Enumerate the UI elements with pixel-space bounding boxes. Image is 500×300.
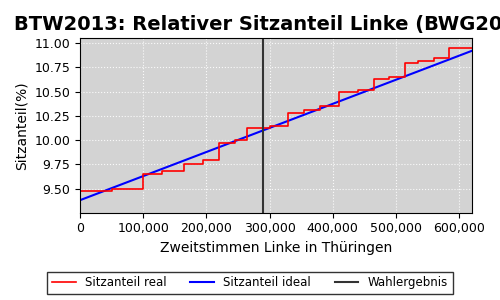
Title: BTW2013: Relativer Sitzanteil Linke (BWG2008): BTW2013: Relativer Sitzanteil Linke (BWG… <box>14 15 500 34</box>
Sitzanteil real <box>446 46 452 50</box>
Sitzanteil real <box>415 59 421 62</box>
Sitzanteil real <box>266 127 272 130</box>
Sitzanteil real <box>216 159 222 162</box>
Sitzanteil real <box>286 111 292 115</box>
Sitzanteil real <box>266 124 272 127</box>
Sitzanteil ideal <box>407 73 413 76</box>
Sitzanteil real <box>232 141 238 145</box>
Sitzanteil real <box>302 111 308 115</box>
Sitzanteil real <box>386 77 392 81</box>
Sitzanteil real <box>462 46 468 50</box>
Line: Sitzanteil real: Sitzanteil real <box>80 48 471 191</box>
Sitzanteil real <box>159 169 165 173</box>
Sitzanteil real <box>446 56 452 59</box>
Sitzanteil real <box>370 88 376 92</box>
Sitzanteil real <box>415 61 421 64</box>
Sitzanteil real <box>430 56 436 59</box>
Sitzanteil real <box>430 59 436 62</box>
Sitzanteil ideal <box>309 110 315 114</box>
Sitzanteil real <box>108 187 114 190</box>
Sitzanteil ideal <box>78 198 84 201</box>
Sitzanteil real <box>468 46 474 50</box>
Sitzanteil real <box>402 75 408 79</box>
Sitzanteil real <box>77 190 83 193</box>
Sitzanteil real <box>182 163 188 166</box>
Sitzanteil ideal <box>316 107 322 111</box>
Sitzanteil real <box>140 187 146 190</box>
Sitzanteil real <box>336 90 342 93</box>
Sitzanteil ideal <box>310 110 316 113</box>
Sitzanteil real <box>462 46 468 50</box>
Sitzanteil real <box>216 141 222 145</box>
Sitzanteil real <box>244 127 250 130</box>
Sitzanteil real <box>317 104 323 108</box>
Sitzanteil real <box>200 159 206 162</box>
Legend: Sitzanteil real, Sitzanteil ideal, Wahlergebnis: Sitzanteil real, Sitzanteil ideal, Wahle… <box>48 272 452 294</box>
Sitzanteil real <box>159 172 165 176</box>
Sitzanteil real <box>302 108 308 112</box>
Sitzanteil real <box>108 190 114 193</box>
Sitzanteil ideal <box>468 49 474 53</box>
Sitzanteil ideal <box>77 198 83 202</box>
Sitzanteil real <box>182 169 188 173</box>
Sitzanteil ideal <box>432 63 438 67</box>
Sitzanteil real <box>200 163 206 166</box>
Sitzanteil real <box>286 124 292 127</box>
Sitzanteil real <box>244 138 250 142</box>
Sitzanteil real <box>317 108 323 112</box>
Sitzanteil real <box>336 104 342 108</box>
Sitzanteil real <box>386 75 392 79</box>
Y-axis label: Sitzanteil(%): Sitzanteil(%) <box>15 81 29 170</box>
X-axis label: Zweitstimmen Linke in Thüringen: Zweitstimmen Linke in Thüringen <box>160 241 392 255</box>
Sitzanteil real <box>140 172 146 176</box>
Sitzanteil real <box>355 90 361 93</box>
Sitzanteil real <box>402 61 408 64</box>
Sitzanteil real <box>370 77 376 81</box>
Sitzanteil real <box>355 88 361 92</box>
Line: Sitzanteil ideal: Sitzanteil ideal <box>80 51 471 200</box>
Sitzanteil real <box>232 138 238 142</box>
